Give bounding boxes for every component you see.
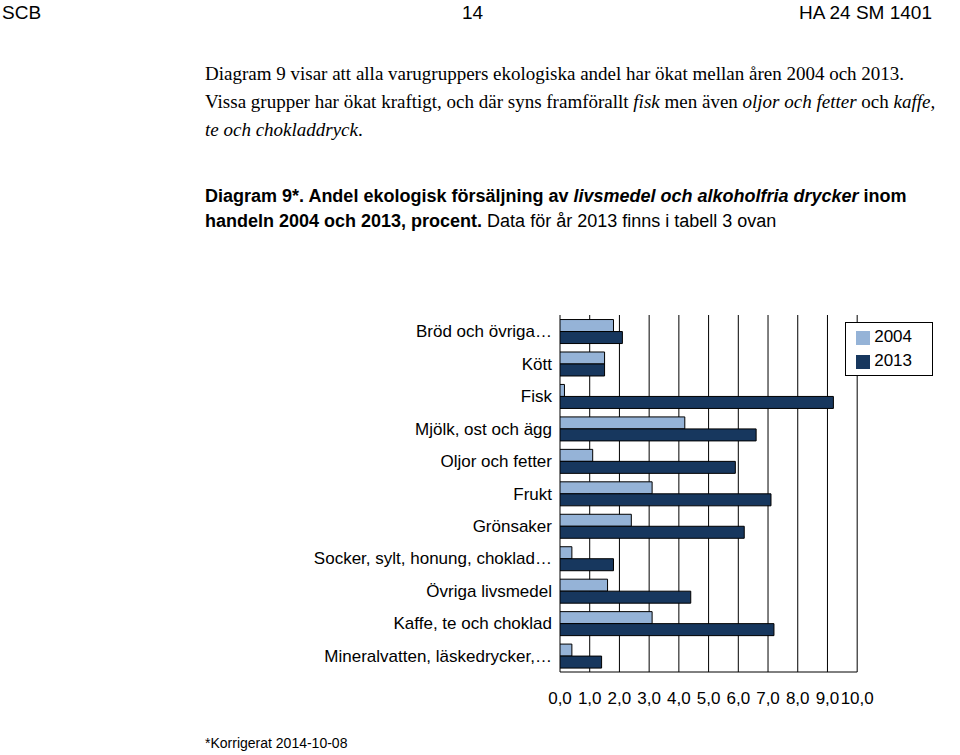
svg-text:Fisk: Fisk — [521, 387, 553, 406]
svg-text:Frukt: Frukt — [513, 485, 552, 504]
svg-text:8,0: 8,0 — [786, 689, 810, 708]
html-text:2013: 2013 — [874, 351, 912, 370]
svg-text:Grönsaker: Grönsaker — [473, 517, 553, 536]
svg-text:Oljor och fetter: Oljor och fetter — [441, 452, 553, 471]
html-text:*Korrigerat 2014-10-08: *Korrigerat 2014-10-08 — [205, 735, 348, 751]
svg-text:5,0: 5,0 — [697, 689, 721, 708]
svg-text:Kaffe, te och choklad: Kaffe, te och choklad — [394, 614, 552, 633]
svg-text:4,0: 4,0 — [667, 689, 691, 708]
svg-text:Övriga livsmedel: Övriga livsmedel — [426, 582, 552, 601]
html-text:Diagram 9 visar att alla varug: Diagram 9 visar att alla varugruppers ek… — [205, 63, 936, 140]
svg-text:Mineralvatten, läskedrycker,…: Mineralvatten, läskedrycker,… — [324, 647, 552, 666]
svg-text:2,0: 2,0 — [608, 689, 632, 708]
html-text:Diagram 9*. Andel ekologisk fö: Diagram 9*. Andel ekologisk försäljning … — [205, 186, 907, 231]
svg-text:3,0: 3,0 — [637, 689, 661, 708]
html-text:HA 24 SM 1401: HA 24 SM 1401 — [798, 2, 932, 23]
svg-text:7,0: 7,0 — [756, 689, 780, 708]
svg-text:6,0: 6,0 — [726, 689, 750, 708]
html-text:SCB: SCB — [2, 2, 42, 23]
html-text:2004: 2004 — [874, 327, 912, 346]
svg-text:10,0: 10,0 — [841, 689, 874, 708]
svg-text:9,0: 9,0 — [816, 689, 840, 708]
svg-text:1,0: 1,0 — [578, 689, 602, 708]
html-text:14: 14 — [462, 2, 484, 23]
svg-text:0,0: 0,0 — [548, 689, 572, 708]
svg-text:Kött: Kött — [522, 355, 553, 374]
svg-text:Socker, sylt, honung, choklad…: Socker, sylt, honung, choklad… — [314, 549, 552, 568]
svg-text:Mjölk, ost och ägg: Mjölk, ost och ägg — [415, 420, 552, 439]
svg-text:Bröd och övriga…: Bröd och övriga… — [416, 322, 552, 341]
